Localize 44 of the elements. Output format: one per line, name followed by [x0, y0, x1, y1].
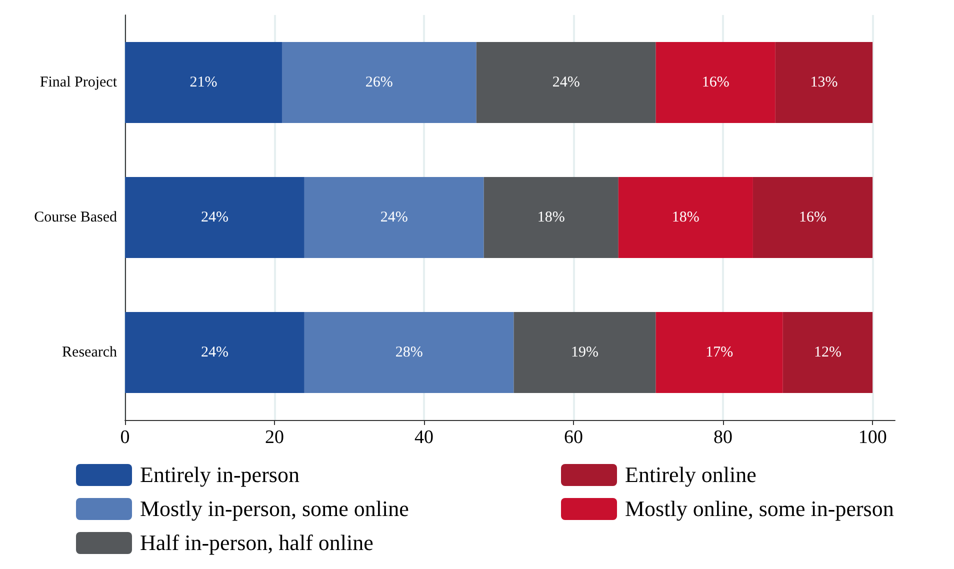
bar [618, 177, 753, 258]
data-label: 24% [200, 344, 228, 360]
y-tick-label: Research [62, 344, 118, 360]
bar [282, 42, 476, 123]
bar [656, 42, 776, 123]
x-tick-label: 40 [414, 427, 434, 448]
data-label: 17% [706, 344, 734, 360]
data-label: 19% [571, 344, 599, 360]
data-label: 26% [365, 74, 393, 90]
bar [304, 177, 484, 258]
data-label: 21% [190, 74, 218, 90]
data-label: 28% [395, 344, 423, 360]
x-tick-label: 0 [120, 427, 130, 448]
data-label: 16% [702, 74, 730, 90]
bar [125, 42, 282, 123]
data-label: 16% [799, 210, 827, 226]
bar [782, 312, 873, 393]
bar [304, 312, 514, 393]
x-tick-label: 20 [265, 427, 284, 448]
data-label: 12% [814, 344, 842, 360]
data-label: 18% [672, 210, 700, 226]
x-tick-label: 80 [714, 427, 733, 448]
x-tick-label: 60 [564, 427, 584, 448]
y-tick-label: Final Project [40, 74, 118, 90]
legend-label: Entirely online [625, 462, 756, 488]
bar [484, 177, 618, 258]
bar [514, 312, 656, 393]
legend-label: Entirely in-person [140, 462, 300, 488]
bar [476, 42, 656, 123]
y-tick-label: Course Based [34, 210, 118, 226]
data-label: 24% [200, 210, 228, 226]
data-label: 24% [380, 210, 408, 226]
x-tick-label: 100 [858, 427, 887, 448]
legend-label: Mostly in-person, some online [140, 496, 409, 522]
bar [125, 312, 304, 393]
data-label: 13% [810, 74, 838, 90]
legend-label: Mostly online, some in-person [625, 496, 894, 522]
bar [656, 312, 783, 393]
bar [775, 42, 873, 123]
legend-label: Half in-person, half online [140, 530, 374, 556]
data-label: 18% [537, 210, 565, 226]
bar [752, 177, 873, 258]
bar [125, 177, 304, 258]
data-label: 24% [552, 74, 580, 90]
